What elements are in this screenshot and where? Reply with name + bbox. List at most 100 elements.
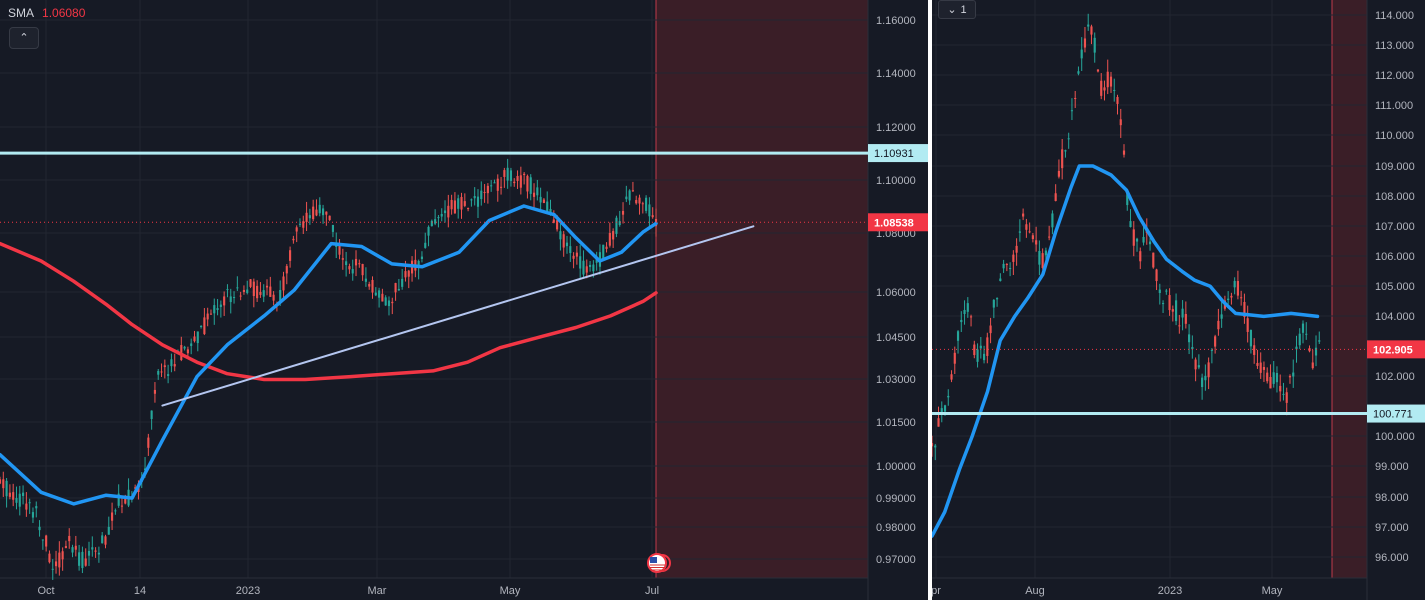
candle-body [1074, 98, 1077, 100]
candle-body [1279, 385, 1282, 392]
candle-body [58, 552, 61, 568]
chevron-up-icon[interactable]: ⌃ [9, 27, 39, 49]
candle-body [1080, 49, 1083, 59]
candle-body [351, 269, 354, 274]
candle-body [628, 190, 631, 201]
candle-body [407, 270, 410, 277]
candle-body [1262, 366, 1266, 370]
y-tick-label: 1.06000 [876, 287, 916, 299]
left-chart-pane[interactable]: 1.16000 1.14000 1.12000 1.10000 1.08000 1.060… [0, 0, 928, 600]
candle-body [358, 263, 361, 265]
candle-body [364, 278, 367, 282]
candle-body [648, 204, 651, 217]
candle-body [1227, 298, 1230, 300]
candle-body [285, 266, 288, 274]
y-tick-label: 96.000 [1375, 552, 1409, 564]
right-chart-svg[interactable]: 114.000 113.000 112.000 111.000 110.000 109.0… [932, 0, 1425, 600]
current-price-tag [1367, 340, 1425, 359]
candle-body [1122, 150, 1126, 155]
candle-body [1061, 149, 1064, 169]
candle-body [1142, 236, 1145, 243]
candle-body [1253, 345, 1256, 355]
candle-body [1301, 323, 1305, 333]
candle-body [12, 492, 15, 500]
candle-body [513, 181, 516, 184]
candle-body [976, 349, 979, 362]
candle-body [1184, 313, 1187, 324]
candle-body [963, 309, 966, 315]
x-tick-label: May [500, 585, 521, 597]
candle-body [345, 261, 348, 266]
candle-body [1135, 238, 1139, 242]
interval-selector[interactable]: ⌄ 1 [938, 0, 976, 19]
candle-body [989, 325, 992, 334]
candle-body [562, 234, 565, 248]
right-chart-pane[interactable]: 114.000 113.000 112.000 111.000 110.000 109.0… [932, 0, 1425, 600]
candle-body [1152, 252, 1155, 268]
y-tick-label: 114.000 [1375, 10, 1414, 22]
candle-body [312, 206, 315, 220]
candle-body [1106, 71, 1109, 88]
candle-body [111, 512, 114, 521]
candle-body [249, 279, 252, 287]
candle-body [8, 492, 11, 497]
candle-body [5, 480, 8, 497]
candle-body [651, 215, 654, 218]
candle-body [361, 264, 364, 276]
candle-body [1041, 253, 1044, 268]
candle-body [427, 226, 430, 236]
candle-body [602, 244, 605, 260]
candle-body [1038, 250, 1041, 265]
y-tick-label: 1.03000 [876, 374, 916, 386]
candle-body [1207, 362, 1210, 378]
pane-divider[interactable] [928, 0, 932, 600]
candle-body [420, 256, 424, 259]
candle-body [101, 535, 104, 544]
candle-body [1158, 289, 1161, 293]
candle-body [1230, 295, 1233, 298]
future-region [656, 0, 868, 578]
y-tick-label: 1.14000 [876, 68, 916, 80]
candle-body [1204, 375, 1207, 381]
candle-body [467, 208, 470, 210]
candle-body [298, 223, 302, 225]
candle-body [239, 295, 242, 297]
candle-body [1031, 235, 1034, 240]
chevron-down-icon: ⌄ [947, 4, 957, 16]
candle-body [348, 266, 351, 270]
candle-body [31, 512, 35, 518]
candle-body [575, 252, 578, 257]
y-tick-label: 99.000 [1375, 461, 1409, 473]
candle-body [25, 503, 28, 510]
candle-body [256, 285, 259, 299]
candle-body [1181, 308, 1184, 318]
y-tick-label: 104.000 [1375, 311, 1415, 323]
left-chart-svg[interactable]: 1.160001.140001.120001.100001.080001.060… [0, 0, 928, 600]
y-tick-label: 110.000 [1375, 130, 1414, 142]
candle-body [1178, 325, 1181, 327]
candle-body [625, 196, 628, 200]
candle-body [443, 210, 447, 214]
candle-body [608, 233, 611, 246]
candle-body [81, 551, 84, 569]
candle-body [950, 374, 953, 380]
candle-body [45, 535, 48, 547]
y-tick-label: 97.000 [1375, 522, 1409, 534]
future-region [1332, 0, 1367, 578]
candle-body [107, 526, 110, 535]
candle-body [470, 199, 473, 201]
candle-body [305, 212, 308, 222]
candle-body [22, 492, 25, 496]
candle-body [496, 178, 499, 191]
candle-body [120, 505, 124, 507]
candle-body [302, 221, 305, 228]
candle-body [371, 280, 374, 293]
candle-body [1194, 359, 1197, 370]
candle-body [1318, 340, 1321, 342]
candle-body [269, 286, 272, 297]
candle-body [1292, 372, 1295, 377]
candle-body [1129, 221, 1132, 228]
candle-body [1048, 236, 1051, 238]
horizontal-level-tag [868, 144, 928, 163]
candle-body [1054, 193, 1057, 201]
